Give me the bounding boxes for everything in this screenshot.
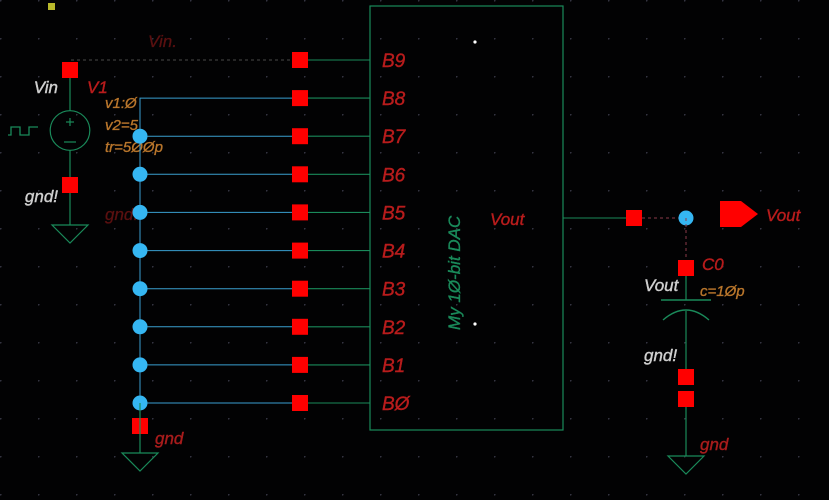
svg-text:gnd: gnd [700, 435, 729, 454]
svg-text:C0: C0 [702, 255, 724, 274]
svg-text:B4: B4 [382, 242, 405, 263]
svg-text:My 1Ø-bit DAC: My 1Ø-bit DAC [445, 215, 464, 330]
svg-text:gnd!: gnd! [644, 346, 677, 365]
svg-text:c=1Øp: c=1Øp [700, 283, 745, 300]
svg-text:B3: B3 [382, 280, 406, 301]
svg-text:B8: B8 [382, 89, 406, 110]
svg-text:Vout: Vout [766, 206, 802, 225]
svg-text:B1: B1 [382, 356, 405, 377]
svg-text:gnd!: gnd! [25, 187, 58, 206]
svg-text:Vin: Vin [34, 78, 58, 97]
svg-text:Vout: Vout [644, 276, 680, 295]
svg-text:B2: B2 [382, 318, 406, 339]
svg-text:BØ: BØ [382, 394, 411, 415]
svg-text:tr=5ØØp: tr=5ØØp [105, 139, 163, 156]
svg-text:B5: B5 [382, 203, 406, 224]
svg-text:B9: B9 [382, 51, 406, 72]
svg-text:v2=5: v2=5 [105, 117, 139, 134]
svg-text:B6: B6 [382, 165, 406, 186]
svg-text:gnd: gnd [155, 429, 184, 448]
svg-text:v1:Ø: v1:Ø [105, 95, 138, 112]
svg-text:Vout: Vout [490, 210, 526, 229]
svg-text:B7: B7 [382, 127, 407, 148]
svg-text:Vin.: Vin. [148, 32, 177, 51]
